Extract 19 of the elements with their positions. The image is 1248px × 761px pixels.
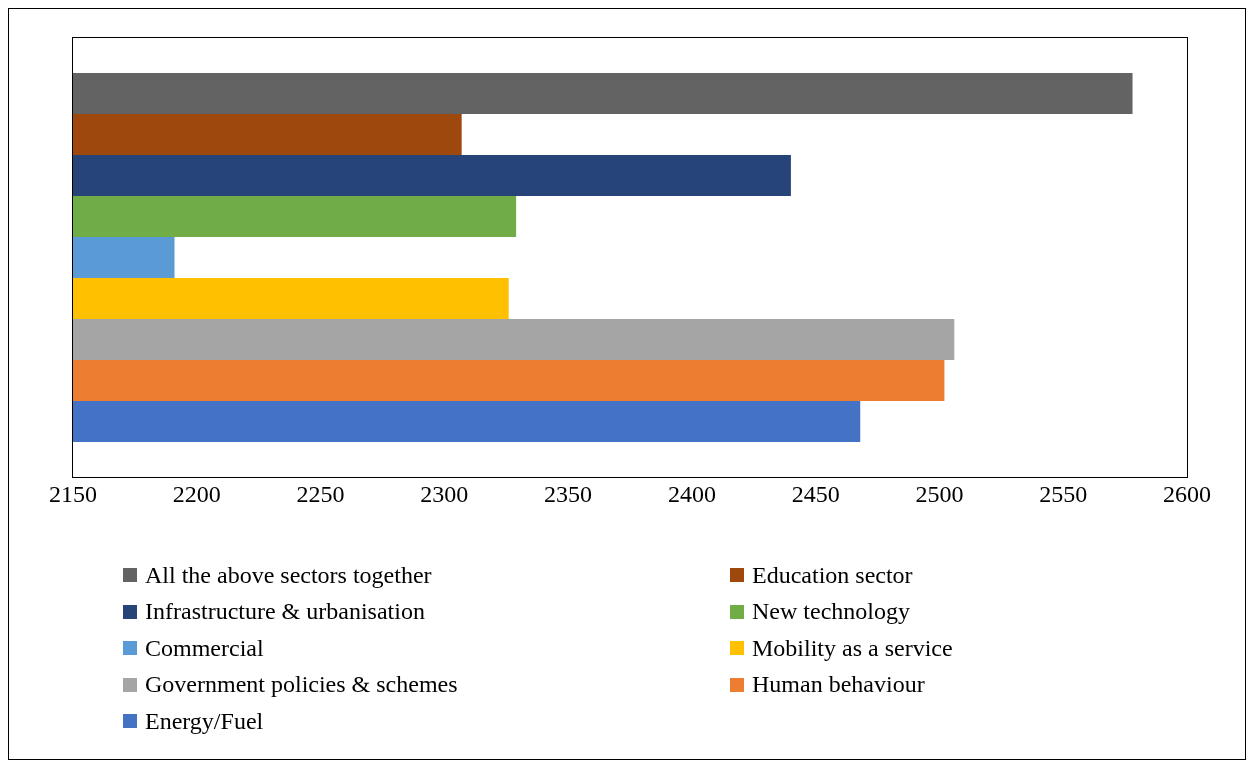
x-tick-label: 2500 (915, 481, 964, 508)
x-tick-label: 2200 (172, 481, 221, 508)
legend-label: Education sector (752, 561, 913, 589)
x-tick-label: 2600 (1163, 481, 1211, 508)
legend-label: Energy/Fuel (145, 707, 264, 735)
legend-label: Mobility as a service (752, 634, 953, 662)
x-tick-label: 2150 (49, 481, 97, 508)
legend-label: All the above sectors together (145, 561, 432, 589)
x-tick-label: 2450 (791, 481, 840, 508)
legend-label: Commercial (145, 634, 264, 662)
legend-label: Infrastructure & urbanisation (145, 598, 425, 626)
x-tick-label: 2300 (420, 481, 469, 508)
legend-label: New technology (752, 598, 910, 626)
legend-label: Human behaviour (752, 671, 925, 699)
x-tick-label: 2350 (544, 481, 593, 508)
x-tick-label: 2250 (296, 481, 345, 508)
legend-label: Government policies & schemes (145, 671, 458, 699)
x-tick-label: 2400 (667, 481, 716, 508)
x-tick-label: 2550 (1039, 481, 1088, 508)
